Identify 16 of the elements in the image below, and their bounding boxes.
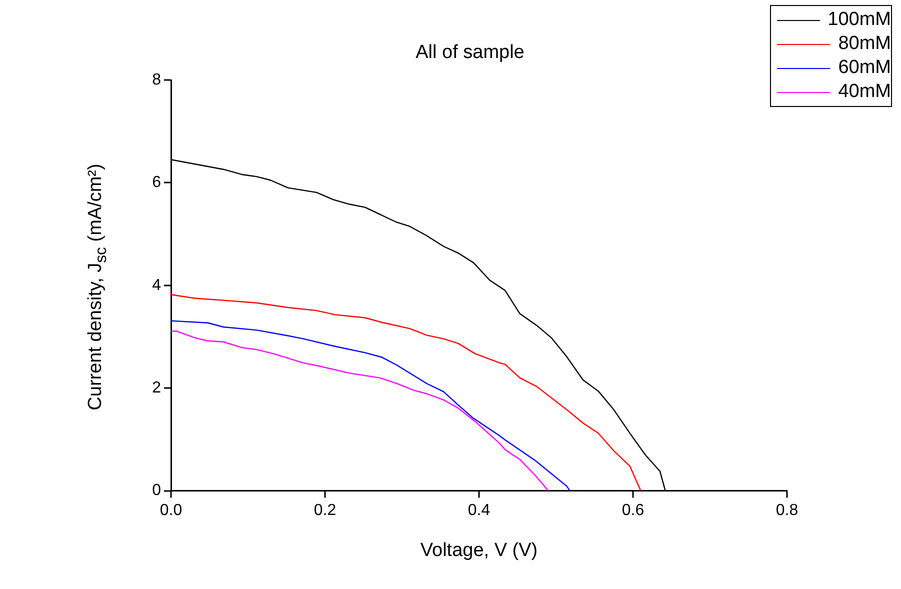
legend-label: 40mM	[838, 81, 891, 103]
y-tick-label: 2	[152, 380, 162, 397]
y-tick-label: 0	[152, 482, 162, 500]
y-tick-label: 8	[152, 71, 162, 88]
x-tick-label: 0.2	[314, 502, 336, 519]
chart-title: All of sample	[414, 42, 526, 64]
x-tick-label: 0.6	[622, 502, 644, 519]
legend-label: 80mM	[838, 33, 891, 55]
y-tick-label: 6	[152, 174, 162, 192]
x-tick-label: 0.4	[468, 502, 490, 519]
x-tick-label: 0.0	[160, 502, 182, 519]
legend-label: 100mM	[828, 9, 891, 31]
y-tick-label: 4	[152, 276, 162, 294]
x-axis-title: Voltage, V (V)	[419, 540, 539, 562]
x-tick-label: 0.8	[776, 502, 798, 519]
legend-label: 60mM	[838, 57, 891, 79]
